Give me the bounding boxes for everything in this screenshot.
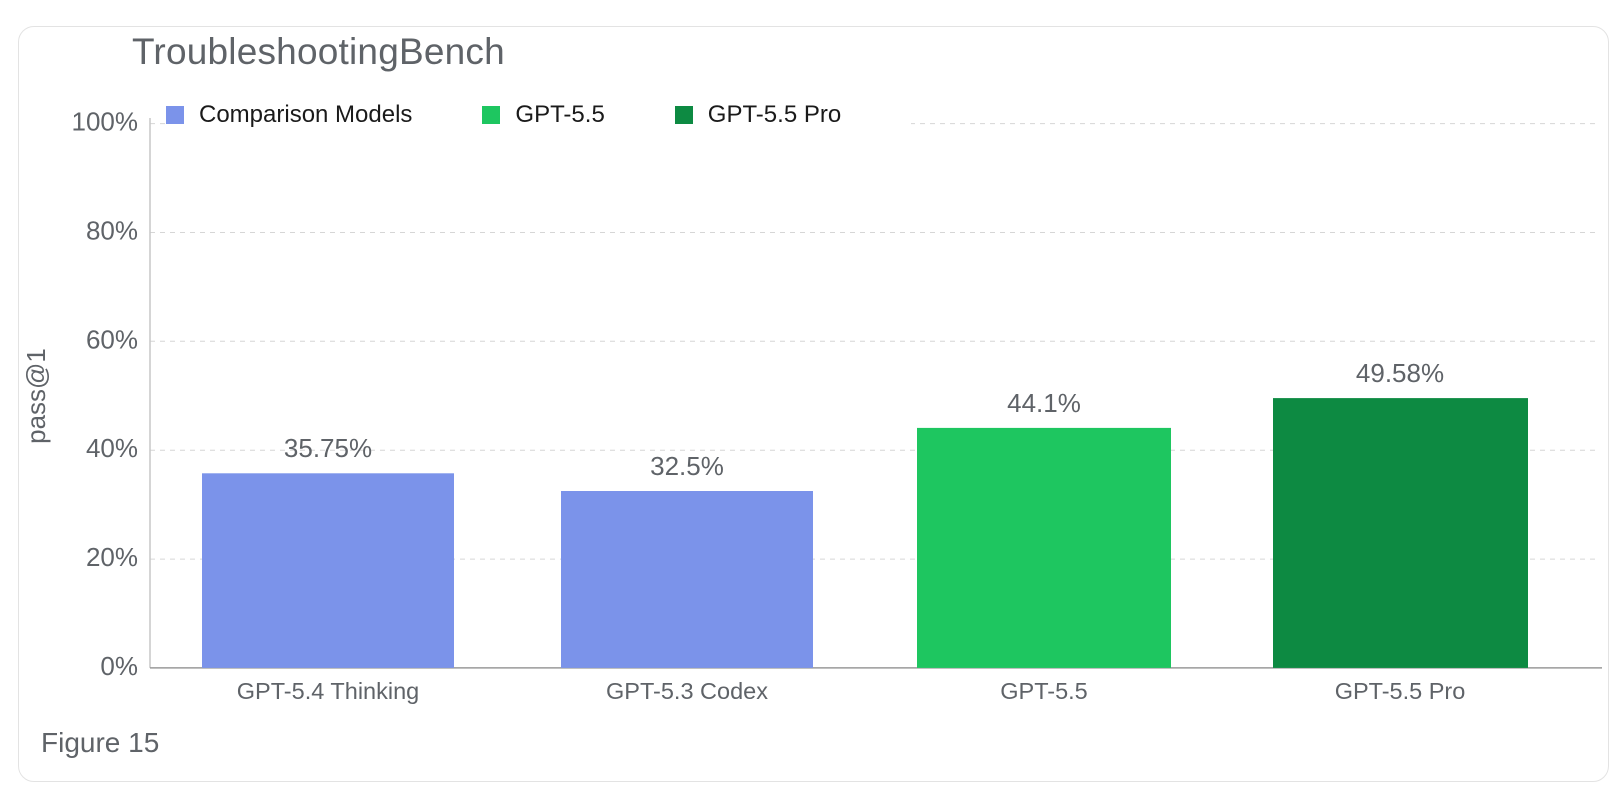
svg-text:0%: 0% — [100, 651, 138, 681]
svg-text:35.75%: 35.75% — [284, 433, 372, 463]
svg-text:20%: 20% — [86, 542, 138, 572]
svg-text:GPT-5.5 Pro: GPT-5.5 Pro — [1335, 678, 1466, 704]
svg-text:80%: 80% — [86, 216, 138, 246]
svg-text:40%: 40% — [86, 433, 138, 463]
svg-text:pass@1: pass@1 — [21, 348, 51, 444]
svg-text:GPT-5.5: GPT-5.5 — [1000, 678, 1088, 704]
svg-text:32.5%: 32.5% — [650, 451, 724, 481]
svg-text:100%: 100% — [72, 107, 139, 137]
svg-text:44.1%: 44.1% — [1007, 388, 1081, 418]
svg-text:60%: 60% — [86, 324, 138, 354]
svg-text:49.58%: 49.58% — [1356, 358, 1444, 388]
svg-text:GPT-5.3 Codex: GPT-5.3 Codex — [606, 678, 768, 704]
svg-text:GPT-5.4 Thinking: GPT-5.4 Thinking — [237, 678, 419, 704]
